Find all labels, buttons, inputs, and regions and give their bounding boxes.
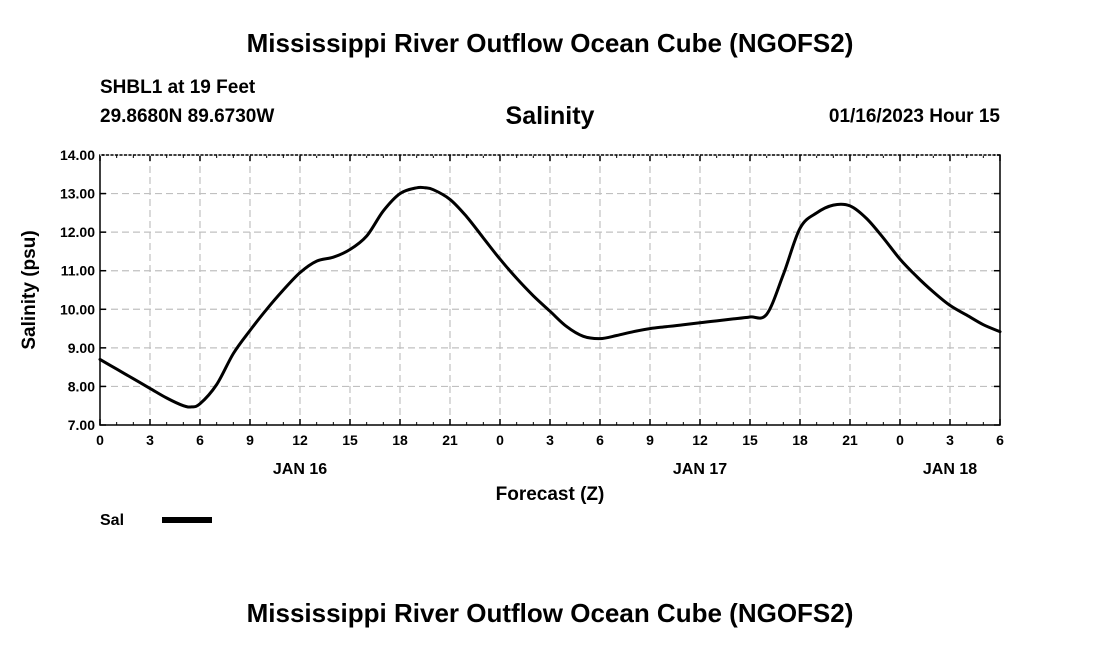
x-tick-label: 0 <box>96 432 104 448</box>
x-tick-label: 21 <box>842 432 858 448</box>
x-tick-label: 12 <box>692 432 708 448</box>
station-coordinates: 29.8680N 89.6730W <box>100 106 275 127</box>
y-tick-label: 13.00 <box>60 186 95 202</box>
x-tick-label: 3 <box>146 432 154 448</box>
x-tick-label: 15 <box>742 432 758 448</box>
y-axis-label: Salinity (psu) <box>19 230 40 349</box>
date-label: JAN 18 <box>923 461 977 478</box>
page-title: Mississippi River Outflow Ocean Cube (NG… <box>246 28 854 58</box>
x-tick-label: 0 <box>496 432 504 448</box>
x-tick-label: 6 <box>596 432 604 448</box>
x-tick-label: 12 <box>292 432 308 448</box>
chart-title: Salinity <box>506 102 595 130</box>
x-tick-label: 6 <box>196 432 204 448</box>
legend-label: Sal <box>100 512 124 529</box>
x-tick-label: 3 <box>946 432 954 448</box>
x-tick-label: 9 <box>246 432 254 448</box>
y-tick-label: 7.00 <box>68 417 95 433</box>
footer-title: Mississippi River Outflow Ocean Cube (NG… <box>246 598 854 628</box>
x-tick-label: 6 <box>996 432 1004 448</box>
y-tick-label: 8.00 <box>68 378 95 394</box>
x-tick-label: 9 <box>646 432 654 448</box>
x-tick-label: 18 <box>792 432 808 448</box>
date-label: JAN 17 <box>673 461 727 478</box>
y-tick-label: 9.00 <box>68 340 95 356</box>
axis-tick-labels: 0 3 6 9 12 15 18 21 0 3 6 9 12 15 18 21 0 3 6 7.00 8.00 9.00 1… <box>60 147 1004 478</box>
x-tick-label: 15 <box>342 432 358 448</box>
y-tick-label: 14.00 <box>60 147 95 163</box>
forecast-datetime: 01/16/2023 Hour 15 <box>828 106 1000 127</box>
y-tick-label: 10.00 <box>60 301 95 317</box>
grid-lines <box>100 155 1000 425</box>
salinity-line <box>98 185 1002 409</box>
x-axis-label: Forecast (Z) <box>496 484 605 505</box>
y-tick-label: 12.00 <box>60 224 95 240</box>
x-tick-label: 21 <box>442 432 458 448</box>
x-tick-label: 18 <box>392 432 408 448</box>
x-tick-label: 0 <box>896 432 904 448</box>
y-tick-label: 11.00 <box>61 263 95 279</box>
date-label: JAN 16 <box>273 461 327 478</box>
station-label: SHBL1 at 19 Feet <box>100 77 256 98</box>
salinity-chart: 0 3 6 9 12 15 18 21 0 3 6 9 12 15 18 21 0 3 6 7.00 8.00 9.00 1… <box>19 102 1004 529</box>
x-tick-label: 3 <box>546 432 554 448</box>
